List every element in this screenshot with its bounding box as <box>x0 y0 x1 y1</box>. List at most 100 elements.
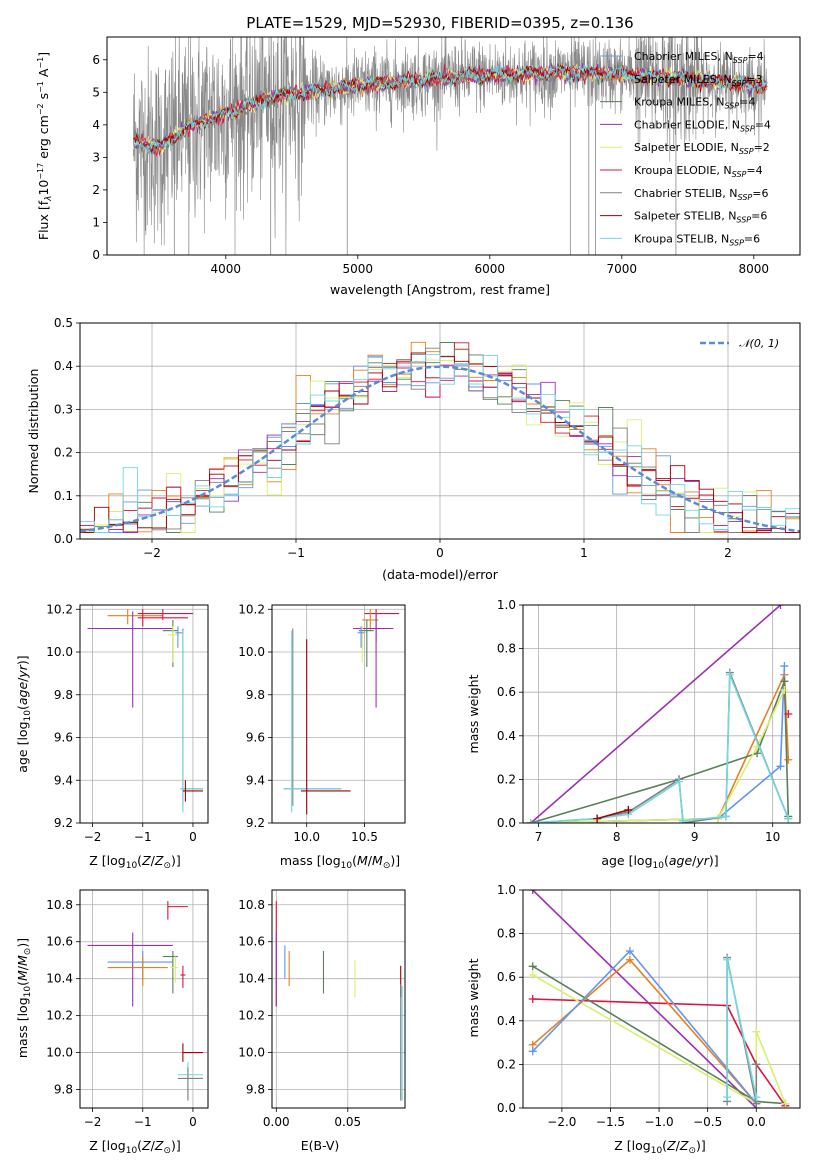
legend-label-salpeter_stelib: Salpeter STELIB, NSSP=6 <box>634 210 767 225</box>
weight-vs-age-xlabel: age [log10(age/yr)] <box>601 853 718 871</box>
weight-vs-age-marker-chabrier_elodie <box>776 605 785 609</box>
spectrum-xtick-label: 5000 <box>343 262 374 276</box>
mass-vs-EBV-ytick-label: 9.8 <box>246 1083 265 1097</box>
mass-vs-Z-ytick-label: 10.4 <box>46 972 73 986</box>
age-vs-mass-xlabel: mass [log10(M/M⊙)] <box>280 853 400 871</box>
mass-vs-EBV-xlabel: E(B-V) <box>301 1138 340 1153</box>
mass-vs-EBV-frame <box>271 889 406 1109</box>
mass-vs-EBV-points <box>275 901 403 1101</box>
mass-vs-Z-frame <box>79 889 209 1109</box>
spectrum-plot: 4000 5000 6000 7000 8000 0 1 2 3 4 5 6 <box>92 36 801 276</box>
residuals-ytick-label: 0.4 <box>54 359 73 373</box>
weight-vs-age-marker-kroupa_stelib <box>675 777 684 786</box>
mass-vs-Z-ytick-label: 10.6 <box>46 935 73 949</box>
residuals-legend: 𝒩(0, 1) <box>700 337 779 350</box>
weight-vs-Z-marker-kroupa_stelib <box>752 1093 761 1102</box>
mass-vs-Z-ytick-label: 10.2 <box>46 1009 73 1023</box>
residuals-plot: −2 −1 0 1 2 0.0 0.1 0.2 0.3 0.4 0.5 <box>54 316 801 560</box>
weight-vs-age-xtick-label: 9 <box>691 830 699 844</box>
model-spectrum-kroupa_elodie <box>133 63 768 157</box>
age-vs-Z-ytick-label: 9.6 <box>54 731 73 745</box>
mass-vs-EBV-xtick-label: 0.05 <box>334 1115 361 1129</box>
observed-spectrum-line <box>133 37 768 255</box>
age-vs-Z-ytick-label: 9.4 <box>54 773 73 787</box>
mass-vs-EBV-ytick-label: 10.4 <box>238 972 265 986</box>
residuals-xtick-label: −2 <box>143 546 161 560</box>
spectrum-ytick-label: 2 <box>92 183 100 197</box>
legend-label-kroupa_stelib: Kroupa STELIB, NSSP=6 <box>634 232 760 247</box>
weight-vs-age-marker-chabrier_miles <box>776 762 785 771</box>
weight-vs-age-marker-chabrier_miles <box>780 662 789 671</box>
age-vs-Z-ytick-label: 9.8 <box>54 688 73 702</box>
weight-vs-age-xtick-label: 8 <box>613 830 621 844</box>
mass-vs-metallicity-plot: −2 −1 0 9.8 10.0 10.2 10.4 10.6 10.8 <box>46 889 209 1129</box>
weight-vs-Z-marker-salpeter_elodie <box>752 1027 761 1036</box>
age-vs-Z-xtick-label: −2 <box>84 830 102 844</box>
weight-vs-Z-marker-chabrier_miles <box>528 1047 537 1056</box>
weight-vs-age-xtick-label: 7 <box>535 830 543 844</box>
weight-vs-Z-marker-kroupa_miles <box>528 962 537 971</box>
weight-vs-age-marker-kroupa_stelib <box>526 819 535 823</box>
weight-vs-age-marker-salpeter_stelib <box>593 814 602 823</box>
age-ylabel: age [log10(age/yr)] <box>15 655 33 772</box>
age-vs-mass-plot: 10.0 10.5 9.2 9.4 9.6 9.8 10.0 10.2 <box>238 602 406 844</box>
mass-ylabel: mass [log10(M/M⊙)] <box>15 938 33 1058</box>
weight-vs-Z-marker-salpeter_miles <box>625 955 634 964</box>
weight-vs-Z-xtick-label: 0.0 <box>747 1115 766 1129</box>
weight-vs-Z-marker-chabrier_elodie <box>528 890 537 894</box>
weight-vs-age-marker-salpeter_stelib <box>624 805 633 814</box>
weight-vs-metallicity-plot: −2.0 −1.5 −1.0 −0.5 0.0 0.0 0.2 0.4 0.6 0.8 1.0 <box>497 883 801 1129</box>
spectrum-ylabel: Flux [fλ10−17 erg cm−2 s−1 A−1] <box>36 52 54 240</box>
spectrum-ytick-label: 3 <box>92 150 100 164</box>
weight-vs-age-marker-kroupa_stelib <box>784 814 793 823</box>
legend-label-chabrier_stelib: Chabrier STELIB, NSSP=6 <box>634 187 768 202</box>
mass-vs-EBV-ytick-label: 10.0 <box>238 1046 265 1060</box>
weight-vs-Z-xlabel: Z [log10(Z/Z⊙)] <box>614 1138 706 1156</box>
weight-vs-Z-ytick-label: 0.4 <box>497 1014 516 1028</box>
spectrum-lines <box>133 37 768 255</box>
weight-vs-age-marker-kroupa_stelib <box>725 670 734 679</box>
residuals-ylabel: Normed distribution <box>26 369 41 494</box>
weight-vs-age-plot: 7 8 9 10 0.0 0.2 0.4 0.6 0.8 1.0 <box>497 598 801 844</box>
weight-vs-age-marker-salpeter_elodie <box>780 686 789 695</box>
weight-vs-Z-marker-salpeter_elodie <box>528 971 537 980</box>
weight-vs-Z-xtick-label: −0.5 <box>693 1115 722 1129</box>
weight-vs-age-ytick-label: 0.4 <box>497 729 516 743</box>
weight-vs-Z-marker-chabrier_miles <box>625 947 634 956</box>
weight-vs-Z-marker-kroupa_stelib <box>723 1093 732 1102</box>
spectrum-ytick-label: 4 <box>92 118 100 132</box>
legend-label-chabrier_miles: Chabrier MILES, NSSP=4 <box>634 50 764 65</box>
mass-vs-EBV-ytick-label: 10.8 <box>238 898 265 912</box>
mass-vs-Z-xtick-label: −2 <box>84 1115 102 1129</box>
weight-vs-Z-ytick-label: 0.0 <box>497 1101 516 1115</box>
mass-vs-Z-xlabel: Z [log10(Z/Z⊙)] <box>89 1138 181 1156</box>
age-vs-Z-ytick-label: 9.2 <box>54 816 73 830</box>
weight-vs-age-marker-kroupa_elodie <box>784 710 793 718</box>
age-vs-mass-ytick-label: 10.2 <box>238 602 265 616</box>
weight-vs-Z-ytick-label: 0.6 <box>497 970 516 984</box>
weight-vs-age-ytick-label: 0.0 <box>497 816 516 830</box>
residual-histogram-kroupa_stelib <box>80 354 800 539</box>
spectrum-ytick-label: 1 <box>92 215 100 229</box>
legend-label-salpeter_miles: Salpeter MILES, NSSP=3 <box>634 73 763 88</box>
weight-vs-Z-marker-kroupa_stelib <box>723 955 732 964</box>
normal-legend-label: 𝒩(0, 1) <box>739 337 779 350</box>
weight-vs-Z-marker-chabrier_stelib <box>752 1060 761 1069</box>
spectrum-frame <box>106 36 801 256</box>
weight-vs-Z-xtick-label: −1.5 <box>596 1115 625 1129</box>
age-vs-mass-ytick-label: 9.2 <box>246 816 265 830</box>
age-vs-Z-points <box>87 609 203 813</box>
weight-vs-Z-line-kroupa_elodie <box>532 998 787 1107</box>
spectrum-ytick-label: 6 <box>92 53 100 67</box>
spectrum-xtick-label: 4000 <box>211 262 242 276</box>
spectrum-xlabel: wavelength [Angstrom, rest frame] <box>330 282 550 297</box>
weight-vs-Z-frame <box>522 889 801 1109</box>
weight-vs-Z-ytick-label: 0.2 <box>497 1057 516 1071</box>
weight-vs-age-marker-kroupa_stelib <box>678 816 687 823</box>
spectrum-legend: Chabrier MILES, NSSP=4 Salpeter MILES, NS… <box>600 50 771 247</box>
residuals-ytick-label: 0.1 <box>54 489 73 503</box>
legend-label-chabrier_elodie: Chabrier ELODIE, NSSP=4 <box>634 118 771 133</box>
normal-distribution-curve <box>80 365 800 533</box>
weight-vs-age-ylabel: mass weight <box>466 674 481 753</box>
weight-vs-age-marker-salpeter_miles <box>784 755 793 764</box>
